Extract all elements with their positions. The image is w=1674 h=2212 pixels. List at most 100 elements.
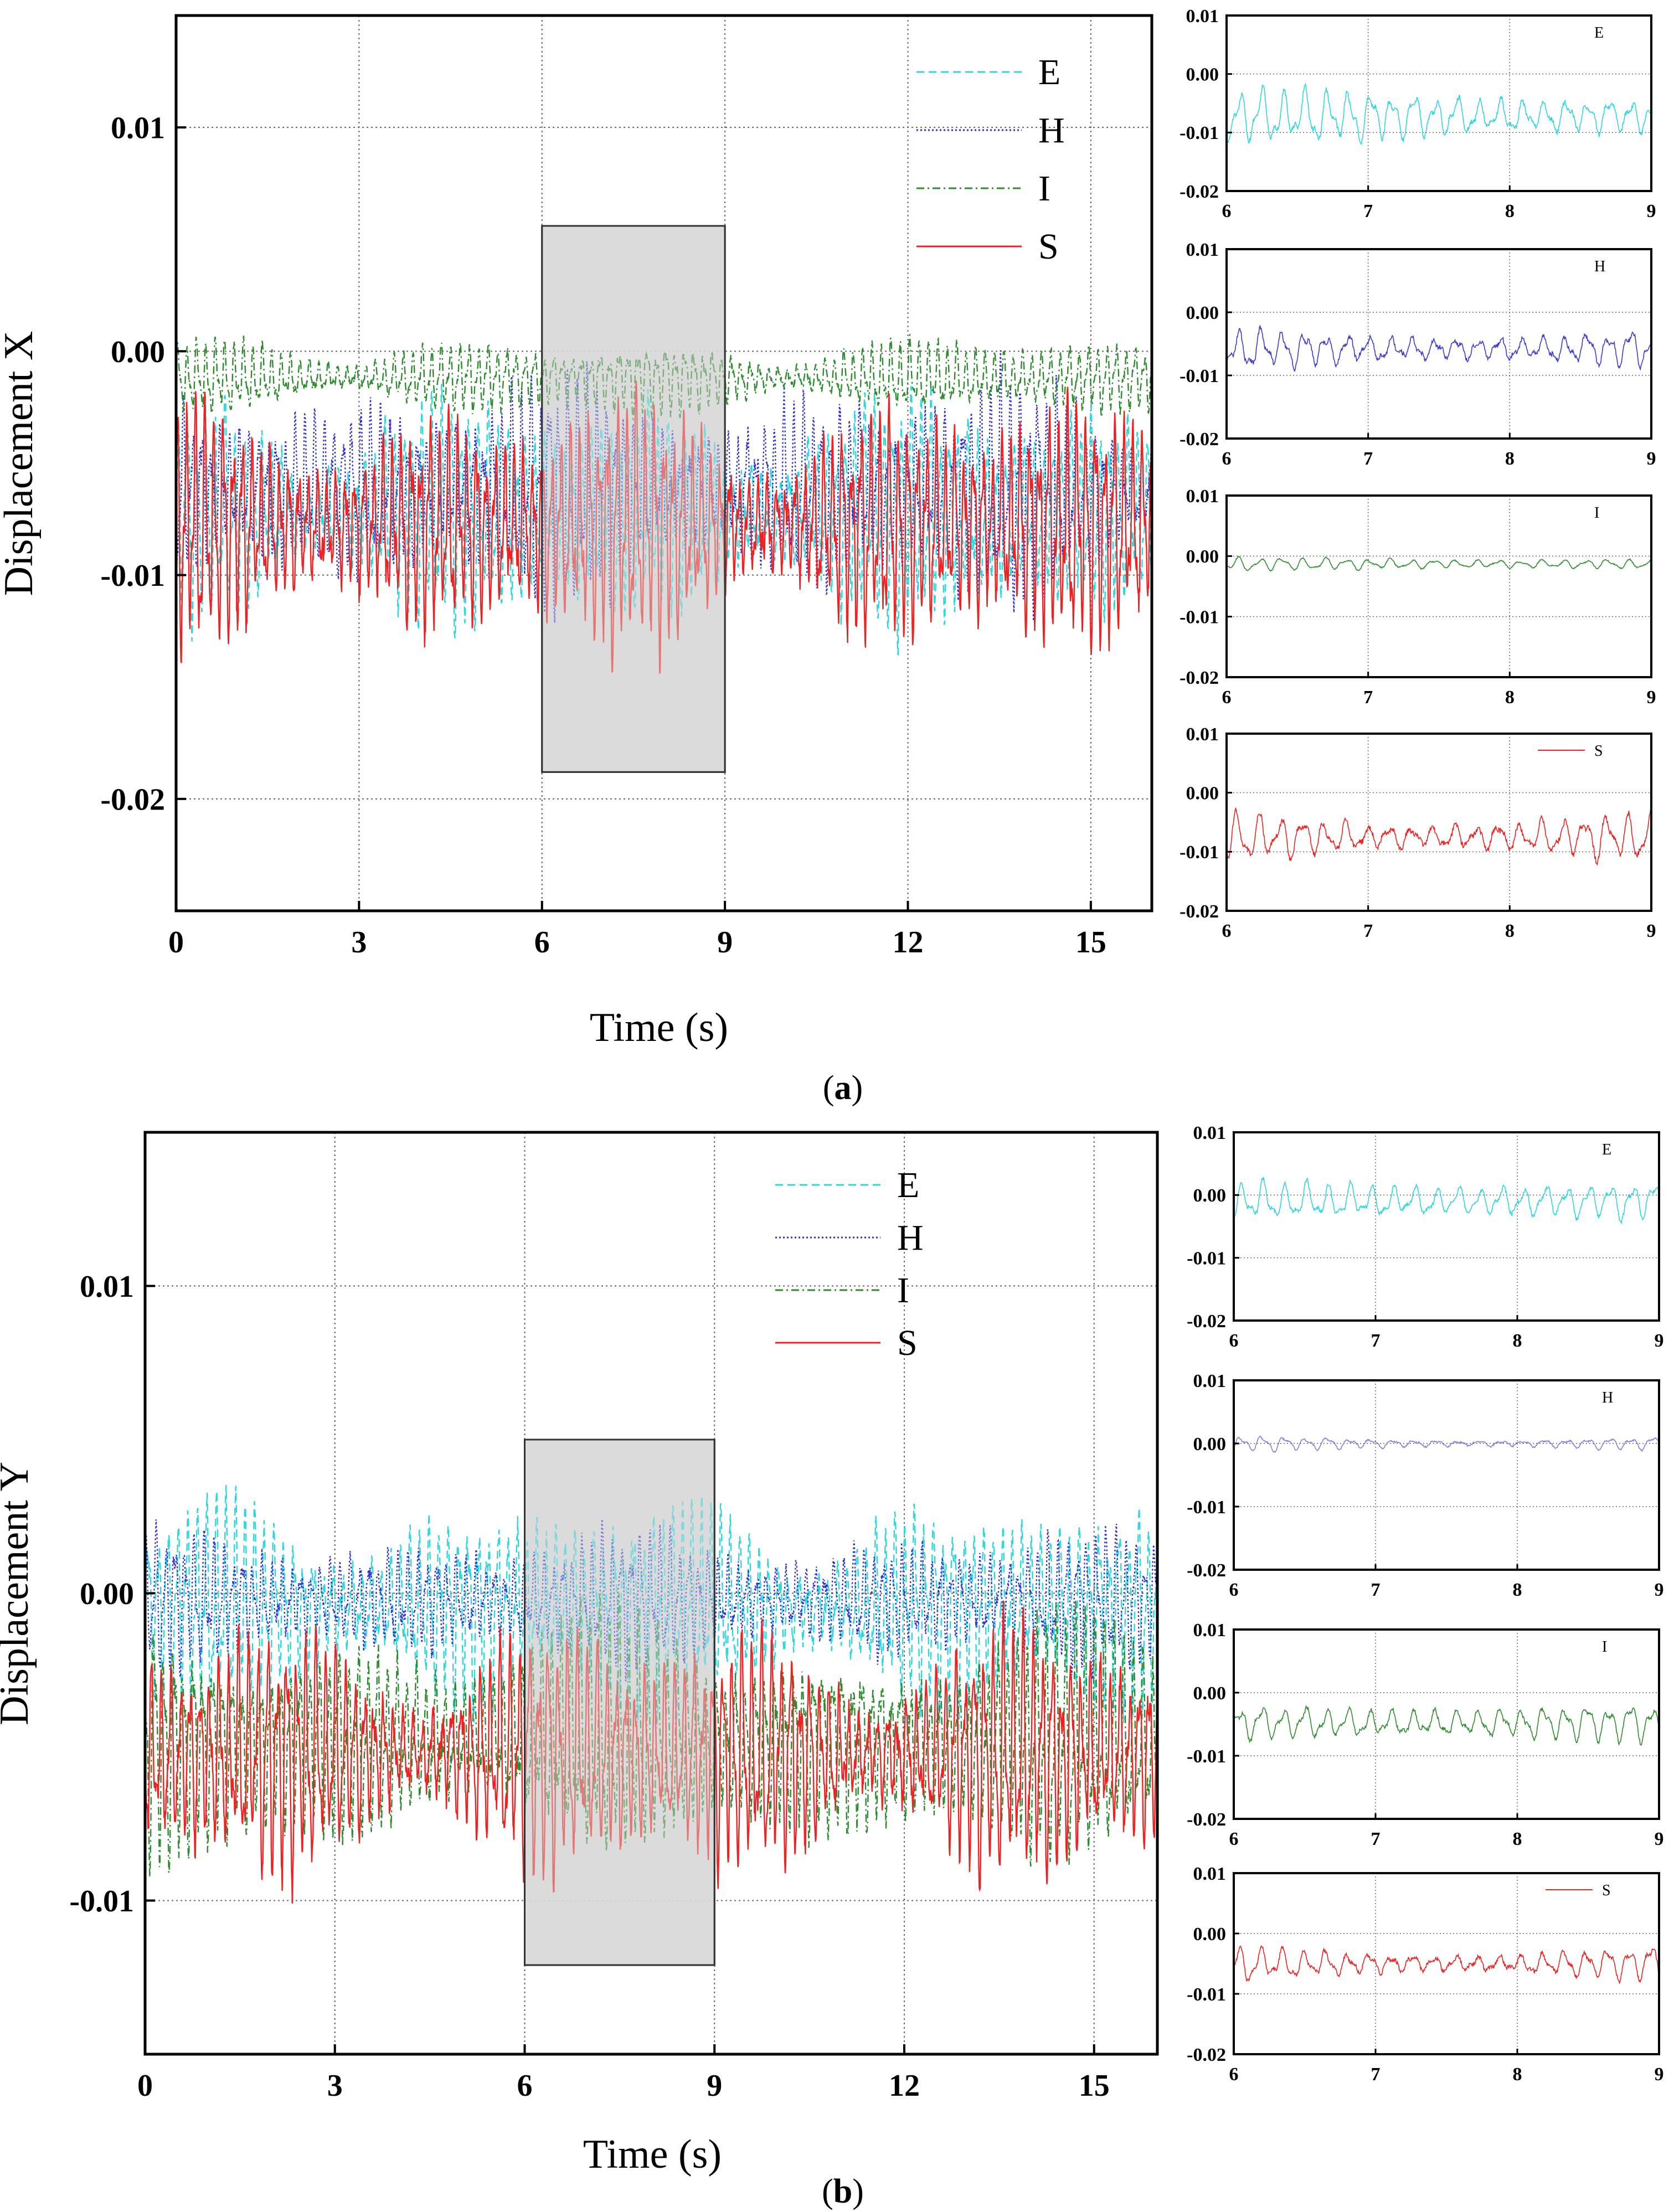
legend-label-E: E	[897, 1165, 919, 1205]
series-group	[1234, 1175, 1659, 1225]
x-tick-label: 7	[1363, 921, 1373, 941]
x-tick-label: 7	[1363, 448, 1373, 469]
y-tick-label: -0.02	[1187, 1311, 1226, 1332]
legend-label-E: E	[1038, 52, 1060, 92]
plot-frame	[1233, 1628, 1660, 1820]
x-tick-label: 8	[1505, 448, 1515, 469]
b-inset-I-chart: 6 7 8 9 -0.02 -0.01 0.00 0.01 I	[1187, 1620, 1663, 1849]
x-tick-label: 8	[1513, 1580, 1522, 1600]
y-tick-label: 0.01	[1193, 1620, 1227, 1641]
x-tick-label: 8	[1513, 1829, 1522, 1849]
inset-legend-label: H	[1594, 258, 1605, 275]
y-tick-label: 0.00	[1193, 1924, 1227, 1945]
y-tick-label: 0.00	[1186, 783, 1219, 804]
x-tick-label: 12	[893, 925, 924, 960]
series-group	[1227, 807, 1651, 866]
x-tick-label: 9	[1655, 2064, 1664, 2085]
panel-caption: (a)	[823, 1069, 863, 1107]
x-tick-label: 8	[1505, 687, 1515, 708]
x-tick-label: 8	[1513, 2064, 1522, 2085]
y-tick-label: 0.00	[1186, 65, 1219, 85]
inset-legend-label: E	[1594, 24, 1604, 42]
x-tick-label: 15	[1075, 925, 1106, 960]
plot-frame	[1233, 1872, 1660, 2055]
x-tick-label: 6	[1229, 1829, 1239, 1849]
x-tick-label: 7	[1371, 1331, 1381, 1351]
y-tick-label: 0.01	[1193, 1123, 1227, 1143]
series-group	[176, 333, 1152, 674]
x-tick-label: 9	[1647, 687, 1656, 708]
y-tick-label: -0.01	[1179, 123, 1219, 143]
x-tick-label: 0	[137, 2069, 153, 2103]
y-tick-label: -0.02	[1179, 429, 1219, 450]
panel-caption: (b)	[822, 2173, 864, 2210]
series-E	[145, 1485, 1157, 1733]
x-tick-label: 0	[168, 925, 184, 960]
series-E	[1227, 83, 1651, 146]
y-tick-label: -0.02	[1187, 1809, 1226, 1830]
series-I	[176, 333, 1152, 421]
x-tick-label: 8	[1505, 201, 1515, 221]
x-tick-label: 6	[1222, 201, 1232, 221]
y-tick-label: 0.01	[1186, 724, 1219, 745]
x-tick-label: 9	[1647, 448, 1656, 469]
plot-frame	[1233, 1379, 1660, 1571]
y-tick-label: -0.02	[1187, 1560, 1226, 1581]
series-group	[1227, 555, 1651, 572]
y-tick-label: -0.02	[1179, 668, 1219, 688]
x-tick-label: 9	[707, 2069, 722, 2103]
inset-legend-label: I	[1602, 1638, 1607, 1656]
legend-label-H: H	[1038, 110, 1065, 151]
y-tick-label: -0.01	[1187, 1497, 1226, 1518]
x-tick-label: 6	[517, 2069, 533, 2103]
inset-legend-label: S	[1602, 1882, 1611, 1899]
plot-frame	[1225, 14, 1652, 192]
y-tick-label: 0.01	[1193, 1371, 1227, 1391]
legend-label-H: H	[897, 1218, 924, 1258]
x-tick-label: 6	[1229, 1580, 1239, 1600]
a-inset-E-chart: 6 7 8 9 -0.02 -0.01 0.00 0.01 E	[1179, 6, 1656, 221]
x-tick-label: 3	[327, 2069, 343, 2103]
a-main-chart: 0 3 6 9 12 15 -0.02 -0.01 0.00 0.01 Time (s) Displa…	[0, 14, 1153, 1107]
x-tick-label: 7	[1363, 687, 1373, 708]
series-E	[176, 384, 1152, 657]
y-tick-label: 0.01	[80, 1270, 134, 1304]
plot-frame	[174, 14, 1153, 912]
legend-label-S: S	[1038, 226, 1059, 267]
y-tick-label: 0.01	[1186, 6, 1219, 27]
series-group	[1234, 1435, 1659, 1453]
inset-legend-label: I	[1594, 504, 1599, 522]
legend-label-I: I	[1038, 168, 1050, 209]
x-tick-label: 6	[1229, 2064, 1239, 2085]
y-tick-label: -0.01	[1187, 1746, 1226, 1767]
plot-frame	[1225, 733, 1652, 912]
y-tick-label: -0.01	[1179, 607, 1219, 628]
legend-label-I: I	[897, 1270, 909, 1311]
y-tick-label: -0.02	[1179, 182, 1219, 202]
x-tick-label: 9	[1647, 921, 1656, 941]
b-inset-S-chart: 6 7 8 9 -0.02 -0.01 0.00 0.01 S	[1187, 1864, 1663, 2085]
x-axis-title: Time (s)	[583, 2132, 722, 2177]
x-tick-label: 7	[1371, 1829, 1381, 1849]
y-tick-label: 0.01	[1186, 486, 1219, 507]
x-tick-label: 8	[1505, 921, 1515, 941]
highlight-overlay	[524, 1438, 715, 1966]
x-tick-label: 6	[1229, 1331, 1239, 1351]
series-S	[1227, 807, 1651, 866]
y-tick-label: 0.01	[111, 111, 165, 146]
series-H	[145, 1519, 1157, 1682]
plot-frame	[1233, 1131, 1660, 1322]
x-tick-label: 7	[1363, 201, 1373, 221]
x-tick-label: 6	[1222, 687, 1232, 708]
series-I	[1234, 1705, 1659, 1746]
a-inset-I-chart: 6 7 8 9 -0.02 -0.01 0.00 0.01 I	[1179, 486, 1656, 708]
y-tick-label: 0.01	[1193, 1864, 1227, 1884]
highlight-overlay	[541, 225, 726, 773]
y-tick-label: -0.01	[100, 559, 165, 593]
x-tick-label: 9	[1655, 1331, 1664, 1351]
x-tick-label: 15	[1079, 2069, 1110, 2103]
series-group	[145, 1485, 1157, 1904]
x-tick-label: 6	[1222, 448, 1232, 469]
x-tick-label: 9	[1655, 1580, 1664, 1600]
